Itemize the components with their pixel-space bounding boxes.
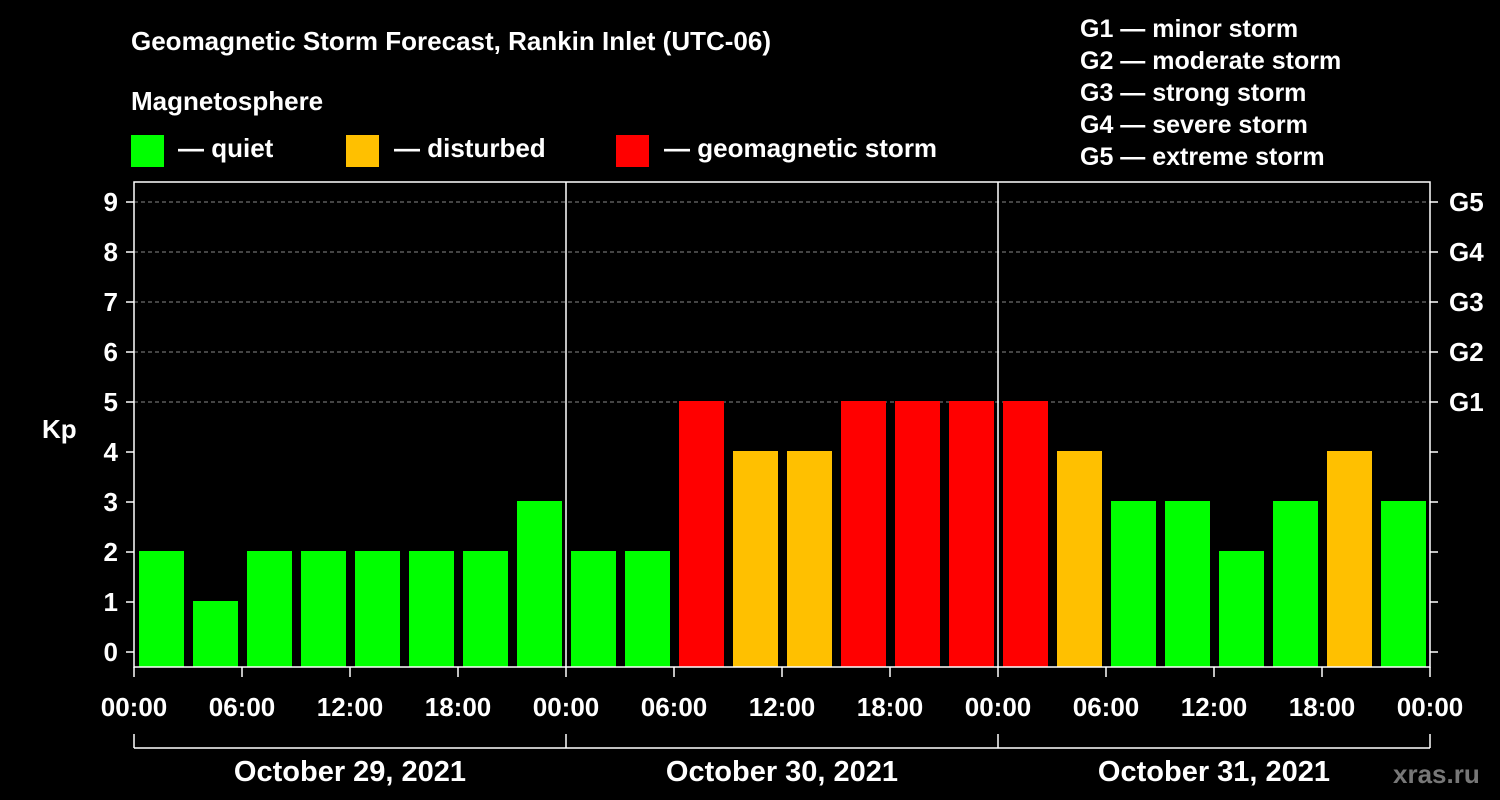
legend-label-quiet: — quiet: [178, 133, 274, 163]
y-tick-label: 0: [104, 637, 118, 667]
x-tick-label: 00:00: [965, 692, 1032, 722]
kp-bar: [841, 401, 886, 667]
kp-bar: [625, 551, 670, 667]
kp-bar: [679, 401, 724, 667]
magnetosphere-label: Magnetosphere: [131, 86, 323, 116]
legend-swatch-storm: [616, 135, 649, 167]
x-tick-label: 06:00: [641, 692, 708, 722]
kp-bar: [1003, 401, 1048, 667]
kp-bar: [247, 551, 292, 667]
kp-bar: [1273, 501, 1318, 667]
kp-bar: [1057, 451, 1102, 667]
x-tick-label: 12:00: [749, 692, 816, 722]
storm-scale-g3: G3 — strong storm: [1080, 79, 1306, 107]
chart-title: Geomagnetic Storm Forecast, Rankin Inlet…: [131, 26, 771, 56]
kp-bar: [1381, 501, 1426, 667]
storm-level-label: G3: [1449, 287, 1484, 317]
kp-bar: [1111, 501, 1156, 667]
storm-level-label: G2: [1449, 337, 1484, 367]
y-tick-label: 3: [104, 487, 118, 517]
kp-bar: [571, 551, 616, 667]
kp-bar: [301, 551, 346, 667]
y-axis-label: Kp: [42, 414, 77, 444]
plot-area: 0 1 2 3 4 5 6 7 8 9 G1 G2 G3 G4 G5 00:00 06:00 12:00 18:00…: [101, 181, 1484, 788]
storm-scale-g4: G4 — severe storm: [1080, 111, 1308, 139]
kp-bar: [1219, 551, 1264, 667]
x-tick-label: 18:00: [425, 692, 492, 722]
storm-level-label: G1: [1449, 387, 1484, 417]
kp-bar: [517, 501, 562, 667]
legend-label-storm: — geomagnetic storm: [664, 133, 937, 163]
y-tick-label: 5: [104, 387, 118, 417]
y-tick-label: 4: [104, 437, 119, 467]
x-tick-label: 18:00: [1289, 692, 1356, 722]
kp-bar: [193, 601, 238, 667]
y-tick-label: 1: [104, 587, 118, 617]
y-tick-label: 2: [104, 537, 118, 567]
y-tick-label: 9: [104, 187, 118, 217]
y-tick-label: 6: [104, 337, 118, 367]
kp-bar: [355, 551, 400, 667]
x-tick-label: 12:00: [317, 692, 384, 722]
x-tick-label: 18:00: [857, 692, 924, 722]
storm-scale-g5: G5 — extreme storm: [1080, 143, 1325, 171]
day-label: October 30, 2021: [666, 756, 898, 788]
y-tick-label: 8: [104, 237, 118, 267]
x-tick-label: 06:00: [209, 692, 276, 722]
x-tick-label: 00:00: [101, 692, 168, 722]
x-tick-label: 00:00: [533, 692, 600, 722]
legend-swatch-quiet: [131, 135, 164, 167]
kp-bar: [733, 451, 778, 667]
x-tick-label: 00:00: [1397, 692, 1464, 722]
y-tick-label: 7: [104, 287, 118, 317]
legend-swatch-disturbed: [346, 135, 379, 167]
kp-bar: [409, 551, 454, 667]
kp-bar: [949, 401, 994, 667]
kp-bar: [895, 401, 940, 667]
storm-scale-g1: G1 — minor storm: [1080, 15, 1298, 43]
kp-bar: [139, 551, 184, 667]
kp-bar: [1327, 451, 1372, 667]
storm-level-label: G5: [1449, 187, 1484, 217]
day-label: October 29, 2021: [234, 756, 466, 788]
storm-scale-g2: G2 — moderate storm: [1080, 47, 1341, 75]
storm-level-label: G4: [1449, 237, 1484, 267]
x-tick-label: 06:00: [1073, 692, 1140, 722]
kp-bar: [463, 551, 508, 667]
legend-label-disturbed: — disturbed: [394, 133, 546, 163]
kp-bar: [787, 451, 832, 667]
kp-bar: [1165, 501, 1210, 667]
day-label: October 31, 2021: [1098, 756, 1330, 788]
watermark: xras.ru: [1393, 759, 1480, 789]
x-tick-label: 12:00: [1181, 692, 1248, 722]
